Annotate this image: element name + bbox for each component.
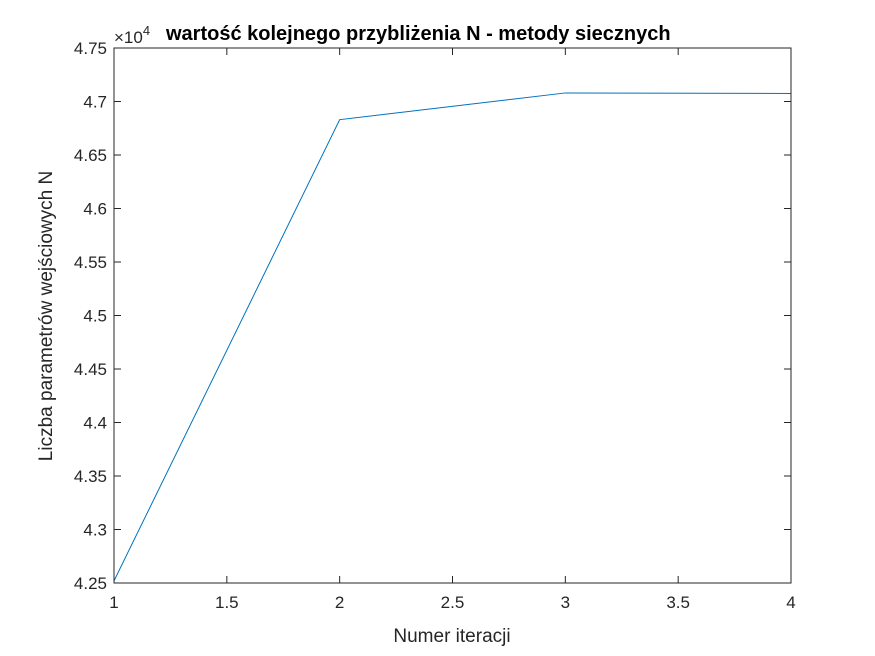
y-tick-label: 4.65	[74, 146, 107, 165]
y-tick-label: 4.7	[83, 93, 107, 112]
series-line	[113, 92, 792, 582]
y-tick-label: 4.5	[83, 307, 107, 326]
y-tick-label: 4.3	[83, 521, 107, 540]
x-tick-label: 3.5	[666, 593, 690, 612]
y-axis-exponent: ×104	[114, 23, 150, 47]
y-tick-label: 4.6	[83, 200, 107, 219]
x-tick-label: 4	[786, 593, 795, 612]
y-axis-label: Liczba parametrów wejściowych N	[36, 171, 57, 461]
y-exponent-prefix: ×10	[114, 28, 143, 47]
x-tick-label: 1.5	[215, 593, 239, 612]
y-tick-label: 4.45	[74, 360, 107, 379]
y-tick-label: 4.75	[74, 39, 107, 58]
y-tick-label: 4.4	[83, 414, 107, 433]
chart-title: wartość kolejnego przybliżenia N - metod…	[165, 23, 671, 45]
tick-labels: 1 1.5 2 2.5 3 3.5 4 4.25 4.3 4.35 4.4 4.45 4.5 4.55 4.…	[74, 39, 796, 612]
y-tick-label: 4.55	[74, 253, 107, 272]
x-tick-label: 2	[335, 593, 344, 612]
x-tick-label: 1	[109, 593, 118, 612]
ticks	[113, 47, 792, 584]
y-tick-label: 4.25	[74, 574, 107, 593]
x-tick-label: 3	[561, 593, 570, 612]
y-tick-label: 4.35	[74, 467, 107, 486]
x-tick-label: 2.5	[441, 593, 465, 612]
y-exponent-power: 4	[143, 23, 150, 38]
series-layer	[113, 92, 792, 582]
x-axis-label: Numer iteracji	[393, 626, 510, 647]
